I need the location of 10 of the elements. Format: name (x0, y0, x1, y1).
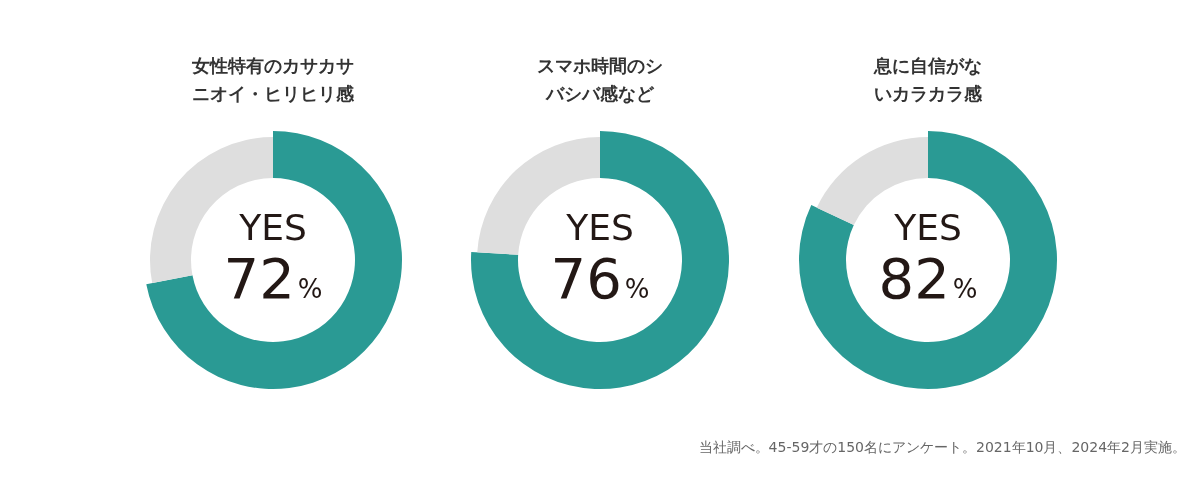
chart-title: スマホ時間のシバシバ感など (536, 54, 664, 106)
slice-label: YES (893, 207, 962, 248)
chart-title: 女性特有のカサカサニオイ・ヒリヒリ感 (191, 54, 355, 106)
slice-label: YES (238, 207, 307, 248)
slice-label: YES (565, 207, 634, 248)
data-label: 72% (223, 246, 323, 311)
data-label: 82% (878, 246, 978, 311)
chart-title: 息に自信がないカラカラ感 (872, 54, 983, 106)
text: 当社調べ。45-59才の150名にアンケート。2021年10月、2024年2月実施。 (698, 439, 1186, 455)
data-label: 76% (550, 246, 650, 311)
